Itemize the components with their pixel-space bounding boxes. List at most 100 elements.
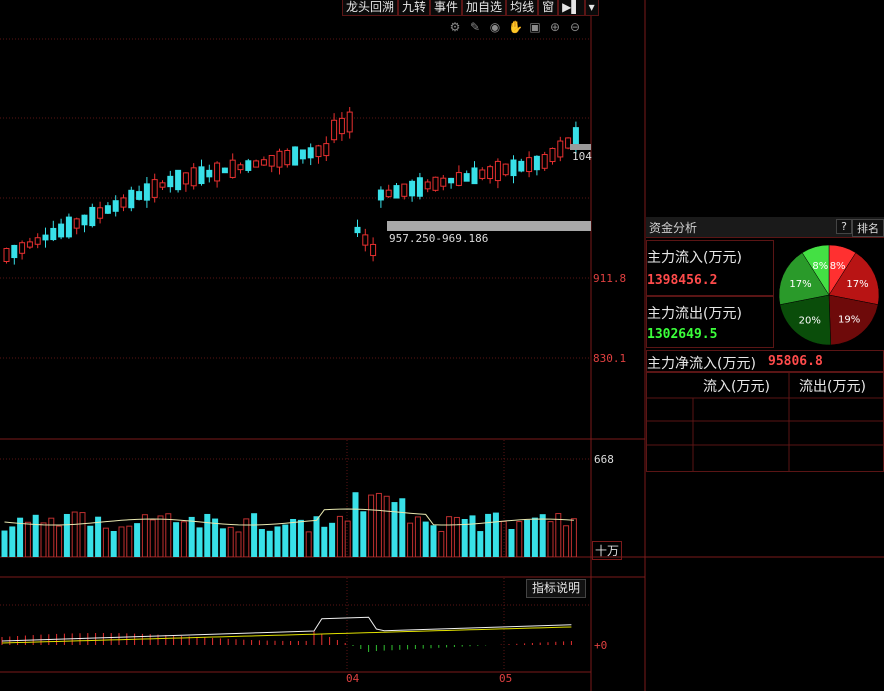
volume-bar bbox=[305, 531, 312, 557]
candle-body bbox=[502, 163, 509, 176]
volume-bar bbox=[360, 511, 367, 557]
volume-bar bbox=[531, 517, 538, 557]
candlestick-chart[interactable] bbox=[0, 0, 591, 440]
gear-icon[interactable]: ⚙ bbox=[449, 20, 461, 34]
candle-body bbox=[253, 160, 260, 168]
eye-icon[interactable]: ◉ bbox=[489, 20, 501, 34]
pie-slice bbox=[828, 294, 879, 346]
toolbar-window-button[interactable]: 窗 bbox=[538, 0, 559, 16]
volume-bar bbox=[492, 512, 499, 557]
toolbar-event-button[interactable]: 事件 bbox=[430, 0, 463, 16]
volume-bar bbox=[297, 519, 304, 557]
candle-body bbox=[221, 167, 228, 174]
candle-body bbox=[479, 169, 486, 179]
candle-body bbox=[136, 191, 143, 200]
candle-body bbox=[323, 143, 330, 157]
volume-bar bbox=[274, 526, 281, 557]
fund-table-grid bbox=[646, 372, 884, 472]
candle-body bbox=[487, 166, 494, 180]
volume-bar bbox=[110, 531, 117, 557]
fund-pie-chart: 8%17%19%20%17%8% bbox=[778, 244, 880, 346]
volume-bar bbox=[336, 515, 343, 557]
hand-icon[interactable]: ✋ bbox=[508, 20, 523, 34]
indicator-zero-label: +0 bbox=[594, 639, 608, 652]
candle-body bbox=[338, 117, 345, 135]
net-inflow-value: 95806.8 bbox=[768, 354, 823, 369]
candle-body bbox=[307, 147, 314, 159]
pencil-icon[interactable]: ✎ bbox=[469, 20, 481, 34]
volume-bar bbox=[500, 520, 507, 557]
indicator-chart[interactable] bbox=[0, 578, 591, 672]
candle-body bbox=[416, 177, 423, 197]
candle-body bbox=[549, 147, 556, 163]
indicator-help-button[interactable]: 指标说明 bbox=[526, 579, 586, 598]
candle-body bbox=[455, 172, 462, 186]
candle-body bbox=[463, 173, 470, 182]
fund-panel-title: 资金分析 bbox=[649, 221, 698, 235]
candle-body bbox=[206, 169, 213, 178]
candle-body bbox=[89, 206, 96, 227]
volume-bar bbox=[352, 492, 359, 557]
volume-bar bbox=[258, 529, 265, 557]
chart-toolbar: 龙头回溯 九转 事件 加自选 均线 窗 ▶▌ ▾ bbox=[342, 0, 599, 16]
volume-bar bbox=[219, 528, 226, 557]
volume-bar bbox=[485, 513, 492, 557]
candle-body bbox=[167, 175, 174, 188]
toolbar-jiuzhuan-button[interactable]: 九转 bbox=[398, 0, 431, 16]
candle-body bbox=[346, 111, 353, 133]
volume-bar bbox=[95, 516, 102, 557]
volume-bar bbox=[235, 531, 242, 557]
volume-bar bbox=[56, 525, 63, 557]
pie-slice bbox=[828, 252, 880, 305]
chevron-down-icon[interactable]: ▾ bbox=[584, 0, 599, 16]
volume-bar bbox=[391, 502, 398, 557]
candle-body bbox=[401, 183, 408, 197]
candle-body bbox=[541, 154, 548, 169]
volume-bar bbox=[508, 528, 515, 557]
volume-bar bbox=[79, 512, 86, 557]
candle-body bbox=[331, 119, 338, 141]
indicator-line-fast bbox=[1, 616, 572, 642]
volume-bar bbox=[180, 521, 187, 557]
pie-slice bbox=[801, 244, 830, 296]
pie-slice bbox=[779, 294, 832, 346]
candle-body bbox=[26, 241, 33, 248]
volume-bar bbox=[430, 525, 437, 557]
candle-body bbox=[565, 137, 572, 149]
zoom-out-icon[interactable]: ⊖ bbox=[569, 20, 581, 34]
candle-body bbox=[362, 234, 369, 246]
volume-chart[interactable] bbox=[0, 440, 591, 557]
candle-body bbox=[50, 227, 57, 241]
speaker-arrow-icon[interactable]: ▶▌ bbox=[558, 0, 585, 16]
lock-icon[interactable]: ▣ bbox=[529, 20, 541, 34]
candle-body bbox=[292, 146, 299, 166]
volume-bar bbox=[516, 521, 523, 557]
candle-body bbox=[510, 159, 517, 177]
candle-body bbox=[533, 155, 540, 171]
volume-bar bbox=[555, 513, 562, 557]
inflow-value: 1398456.2 bbox=[647, 273, 718, 288]
price-axis-label-2: 830.1 bbox=[593, 352, 627, 365]
volume-bar bbox=[329, 522, 336, 557]
volume-bar bbox=[321, 526, 328, 557]
help-icon[interactable]: ? bbox=[836, 219, 852, 234]
volume-bar bbox=[87, 525, 94, 557]
time-axis-label-2: 05 bbox=[499, 672, 513, 685]
rank-button[interactable]: 排名 bbox=[852, 219, 884, 237]
zoom-in-icon[interactable]: ⊕ bbox=[549, 20, 561, 34]
candle-body bbox=[237, 164, 244, 171]
time-axis-label-1: 04 bbox=[346, 672, 360, 685]
pie-slice-label: 17% bbox=[789, 279, 811, 290]
volume-bar bbox=[446, 516, 453, 557]
price-range-upper-label: 104 bbox=[572, 150, 592, 163]
candle-body bbox=[448, 177, 455, 184]
candle-body bbox=[19, 242, 26, 254]
volume-bar bbox=[407, 522, 414, 557]
toolbar-ma-button[interactable]: 均线 bbox=[506, 0, 539, 16]
toolbar-longtou-button[interactable]: 龙头回溯 bbox=[342, 0, 399, 16]
candle-body bbox=[97, 207, 104, 219]
candle-body bbox=[409, 180, 416, 197]
toolbar-add-watchlist-button[interactable]: 加自选 bbox=[462, 0, 507, 16]
volume-bar bbox=[9, 526, 16, 557]
candle-body bbox=[315, 145, 322, 158]
